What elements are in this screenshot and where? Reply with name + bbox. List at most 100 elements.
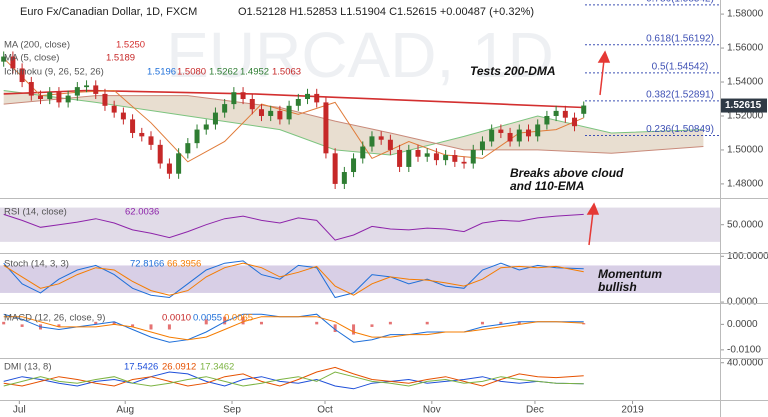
candle-body [369,136,375,147]
arrows [586,50,611,246]
histogram-bar [388,321,392,325]
x-tick-label: Oct [317,405,333,416]
candle-body [56,92,62,103]
legend-label: RSI (14, close) [4,207,67,218]
x-tick-label: Nov [423,405,441,416]
indicator-line [3,316,584,341]
candle-body [544,115,550,125]
candle-body [194,129,200,144]
fib-label: 0.236(1.50849) [646,124,714,135]
legend-value: 1.5250 [116,40,145,51]
fib-label: 0.382(1.52891) [646,89,714,100]
histogram-bar [480,321,484,325]
candle-body [525,129,531,137]
y-tick-label: 1.58000 [727,9,764,20]
legend-value: 0.0065 [224,313,253,324]
candle-body [341,172,347,184]
candle-body [65,95,71,103]
candle-body [553,110,559,116]
price-tag-label: 1.52615 [725,100,762,111]
annotation: Tests 200-DMA [470,64,556,78]
candle-body [120,112,126,120]
candle-body [581,105,587,114]
histogram-bar [167,324,171,330]
candle-body [277,110,283,120]
candle-body [572,117,578,127]
histogram-bar [425,321,429,325]
candle-body [498,129,504,133]
candle-body [305,93,311,99]
histogram-bar [333,324,337,333]
indicator-line [3,260,584,299]
legend-label: MACD (12, 26, close, 9) [4,313,105,324]
candle-body [443,155,449,161]
histogram-bar [315,321,319,325]
legend-value: 62.0036 [125,207,159,218]
x-tick-label: Aug [116,405,134,416]
candle-body [240,92,246,99]
candle-body [249,99,255,110]
histogram-bar [131,324,135,327]
candle-body [424,153,430,157]
indicator-line [3,213,584,241]
indicator-line [3,262,584,296]
fib-label: 0.618(1.56192) [646,33,714,44]
legend-value: 1.5189 [106,53,135,64]
legend-value: 1.5063 [272,67,301,78]
candle-body [295,99,301,106]
candle-body [139,132,145,137]
watermark: EURCAD, 1D [166,19,554,91]
indicator-line [3,366,584,387]
x-tick-label: Dec [526,405,544,416]
annotation: and 110-EMA [510,179,584,193]
y-tick-label: -0.0100 [727,344,761,355]
candle-body [535,124,541,137]
histogram-bar [499,321,503,325]
legend-label: DMI (13, 8) [4,362,52,373]
y-tick-label: 0.0000 [727,297,758,308]
moving-average [3,57,584,163]
x-tick-label: Sep [223,405,241,416]
candle-body [479,141,485,150]
candle-body [102,93,108,106]
candle-body [461,161,467,164]
histogram-bar [2,321,6,325]
candle-body [74,87,80,96]
fib-label: 0.786(1.58542) [646,0,714,5]
legend-value: 17.3462 [200,362,234,373]
fib-label: 0.5(1.54542) [652,61,709,72]
candle-body [148,136,154,145]
candle-body [452,155,458,162]
legend-value: 1.5196 [147,67,176,78]
annotation: Momentum [598,267,662,281]
histogram-bar [57,324,61,327]
y-tick-label: 100.0000 [727,251,768,262]
candle-body [323,102,329,154]
price-tag [721,98,767,113]
candle-body [10,56,16,69]
ohlc-readout: O1.52128 H1.52853 L1.51904 C1.52615 +0.0… [238,6,534,18]
histogram-bar [223,316,227,325]
histogram-bar [112,321,116,325]
candle-body [378,136,384,140]
legend-value: 1.5080 [177,67,206,78]
indicator-line [3,371,584,387]
candle-body [38,95,44,99]
band [0,207,720,242]
symbol-title: Euro Fx/Canadian Dollar, 1D, FXCM [20,6,197,18]
candle-body [19,68,25,83]
candle-body [203,124,209,130]
candle-body [222,104,228,113]
candle-body [470,149,476,164]
legend-value: 17.5426 [124,362,158,373]
histogram-bar [204,319,208,325]
legend-value: 1.5262 [209,67,238,78]
candle-body [387,139,393,150]
candle-body [1,56,7,62]
legend-label: MA (5, close) [4,53,59,64]
histogram-bar [517,321,521,325]
y-tick-label: 1.50000 [727,145,764,156]
candle-body [157,144,163,164]
